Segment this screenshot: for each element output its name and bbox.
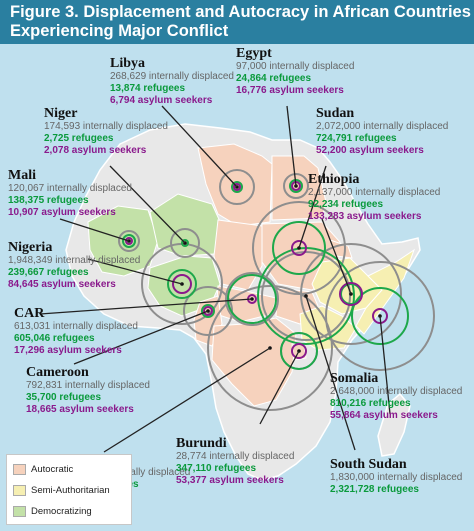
country-name: Nigeria	[8, 240, 53, 255]
asylum-count: 53,377 asylum seekers	[176, 475, 284, 486]
country-name: Somalia	[330, 371, 379, 386]
figure-header: Figure 3. Displacement and Autocracy in …	[0, 0, 474, 44]
south-sudan-ring	[261, 251, 351, 341]
country-name: Cameroon	[26, 365, 89, 380]
refugee-count: 724,791 refugees	[316, 133, 397, 144]
egypt-ring	[283, 173, 309, 199]
country-name: Ethiopia	[308, 172, 360, 187]
leader-lines	[39, 105, 391, 453]
label-egypt: Egypt 97,000 internally displaced 24,864…	[236, 46, 354, 97]
country-name: Libya	[110, 56, 146, 71]
legend-swatch	[13, 484, 26, 496]
country-name: Niger	[44, 106, 78, 121]
asylum-count: 18,665 asylum seekers	[26, 404, 134, 415]
label-south-sudan: South Sudan 1,830,000 internally displac…	[330, 457, 462, 496]
drc-ring	[207, 285, 333, 411]
label-burundi: Burundi 28,774 internally displaced 347,…	[176, 436, 294, 487]
refugee-count: 35,700 refugees	[26, 392, 102, 403]
label-somalia: Somalia 2,648,000 internally displaced 8…	[330, 371, 462, 422]
idp-count: 268,629 internally displaced	[110, 71, 234, 82]
asylum-count: 10,907 asylum seekers	[8, 207, 116, 218]
legend-label: Autocratic	[31, 463, 74, 475]
refugee-count: 92,234 refugees	[308, 199, 384, 210]
map-legend: Autocratic Semi-Authoritarian Democratiz…	[6, 454, 132, 525]
legend-label: Democratizing	[31, 505, 92, 517]
madagascar	[377, 392, 411, 457]
libya-ring	[219, 169, 255, 205]
legend-item-autocratic: Autocratic	[13, 462, 73, 476]
asylum-count: 55,864 asylum seekers	[330, 410, 438, 421]
legend-item-democratizing: Democratizing	[13, 504, 92, 518]
asylum-count: 2,078 asylum seekers	[44, 145, 147, 156]
idp-count: 1,948,349 internally displaced	[8, 255, 141, 266]
niger-ring	[170, 228, 200, 258]
idp-count: 174,593 internally displaced	[44, 121, 168, 132]
refugee-count: 2,321,728 refugees	[330, 484, 419, 495]
asylum-count: 84,645 asylum seekers	[8, 279, 116, 290]
figure-title-line-2: Experiencing Major Conflict	[10, 22, 229, 40]
label-sudan: Sudan 2,072,000 internally displaced 724…	[316, 106, 448, 157]
legend-swatch	[13, 505, 26, 517]
legend-swatch	[13, 463, 26, 475]
asylum-count: 133,283 asylum seekers	[308, 211, 422, 222]
refugee-count: 605,046 refugees	[14, 333, 95, 344]
legend-label: Semi-Authoritarian	[31, 484, 110, 496]
refugee-count: 24,864 refugees	[236, 73, 312, 84]
idp-count: 613,031 internally displaced	[14, 321, 138, 332]
asylum-count: 52,200 asylum seekers	[316, 145, 424, 156]
refugee-count: 239,667 refugees	[8, 267, 89, 278]
legend-item-semi-authoritarian: Semi-Authoritarian	[13, 483, 110, 497]
mali-ring	[118, 230, 140, 252]
map-canvas	[39, 105, 435, 481]
refugee-count: 810,216 refugees	[330, 398, 411, 409]
idp-count: 2,648,000 internally displaced	[330, 386, 463, 397]
label-cameroon: Cameroon 792,831 internally displaced 35…	[26, 365, 150, 416]
figure-title-line-1: Figure 3. Displacement and Autocracy in …	[10, 3, 471, 21]
country-name: Mali	[8, 168, 36, 183]
africa-map: Libya 268,629 internally displaced 13,87…	[0, 44, 474, 531]
label-car: CAR 613,031 internally displaced 605,046…	[14, 306, 138, 357]
idp-count: 2,137,000 internally displaced	[308, 187, 441, 198]
idp-count: 1,830,000 internally displaced	[330, 472, 463, 483]
country-name: CAR	[14, 306, 45, 321]
car-ring	[225, 272, 279, 326]
idp-count: 792,831 internally displaced	[26, 380, 150, 391]
country-name: Burundi	[176, 436, 227, 451]
country-name: Egypt	[236, 46, 272, 61]
refugee-count: 347,110 refugees	[176, 463, 257, 474]
label-libya: Libya 268,629 internally displaced 13,87…	[110, 56, 234, 107]
asylum-count: 6,794 asylum seekers	[110, 95, 213, 106]
idp-count: 28,774 internally displaced	[176, 451, 295, 462]
idp-count: 97,000 internally displaced	[236, 61, 355, 72]
asylum-count: 17,296 asylum seekers	[14, 345, 122, 356]
country-name: South Sudan	[330, 457, 407, 472]
label-niger: Niger 174,593 internally displaced 2,725…	[44, 106, 168, 157]
country-name: Sudan	[316, 106, 355, 121]
label-mali: Mali 120,067 internally displaced 138,37…	[8, 168, 132, 219]
idp-count: 120,067 internally displaced	[8, 183, 132, 194]
label-nigeria: Nigeria 1,948,349 internally displaced 2…	[8, 240, 140, 291]
somalia-ring	[325, 261, 435, 371]
refugee-count: 13,874 refugees	[110, 83, 186, 94]
refugee-count: 2,725 refugees	[44, 133, 114, 144]
label-ethiopia: Ethiopia 2,137,000 internally displaced …	[308, 172, 440, 223]
asylum-count: 16,776 asylum seekers	[236, 85, 344, 96]
idp-count: 2,072,000 internally displaced	[316, 121, 449, 132]
refugee-count: 138,375 refugees	[8, 195, 89, 206]
